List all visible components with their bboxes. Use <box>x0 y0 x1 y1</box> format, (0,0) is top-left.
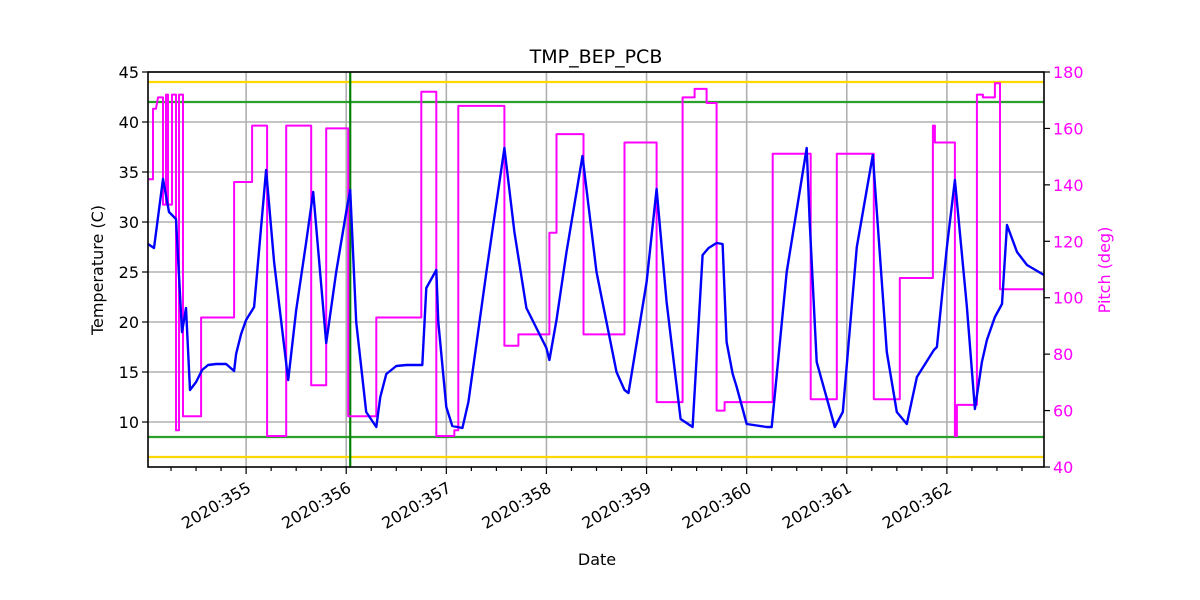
y2-tick-label: 140 <box>1053 176 1084 195</box>
series-pitch <box>148 82 1044 437</box>
y2-tick-label: 180 <box>1053 63 1084 82</box>
y2-tick-label: 120 <box>1053 232 1084 251</box>
series-tmp-bep-pcb <box>147 146 1045 430</box>
y2-tick-label: 40 <box>1053 458 1073 477</box>
x-axis-title: Date <box>578 550 616 569</box>
y-tick-label: 20 <box>119 313 139 332</box>
y-axis-right: 40 60 80 100 120 140 160 180 <box>1044 63 1084 477</box>
y-tick-label: 35 <box>119 163 139 182</box>
y-tick-label: 45 <box>119 63 139 82</box>
y-axis-left: 10 15 20 25 30 35 40 45 <box>119 63 148 432</box>
y-tick-label: 10 <box>119 413 139 432</box>
y-tick-label: 40 <box>119 113 139 132</box>
y2-tick-label: 60 <box>1053 402 1073 421</box>
data-series <box>147 82 1045 437</box>
reference-lines <box>148 72 1044 467</box>
y-axis-title: Temperature (C) <box>88 205 107 336</box>
y-tick-label: 30 <box>119 213 139 232</box>
y2-axis-title: Pitch (deg) <box>1095 227 1114 314</box>
y2-tick-label: 160 <box>1053 119 1084 138</box>
y-tick-label: 25 <box>119 263 139 282</box>
y-tick-label: 15 <box>119 363 139 382</box>
grid-lines <box>148 71 1044 467</box>
chart-title: TMP_BEP_PCB <box>529 46 663 68</box>
y2-tick-label: 100 <box>1053 289 1084 308</box>
y2-tick-label: 80 <box>1053 345 1073 364</box>
